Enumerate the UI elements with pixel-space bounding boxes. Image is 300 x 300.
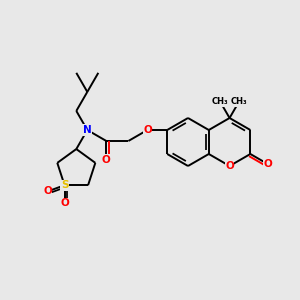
Text: N: N: [83, 125, 92, 135]
Text: CH₃: CH₃: [231, 97, 247, 106]
Text: O: O: [225, 161, 234, 171]
Text: O: O: [263, 159, 272, 169]
Text: CH₃: CH₃: [212, 97, 229, 106]
Text: O: O: [102, 155, 111, 165]
Text: S: S: [61, 180, 68, 190]
Text: O: O: [43, 186, 52, 197]
Text: O: O: [143, 125, 152, 135]
Text: O: O: [60, 198, 69, 208]
